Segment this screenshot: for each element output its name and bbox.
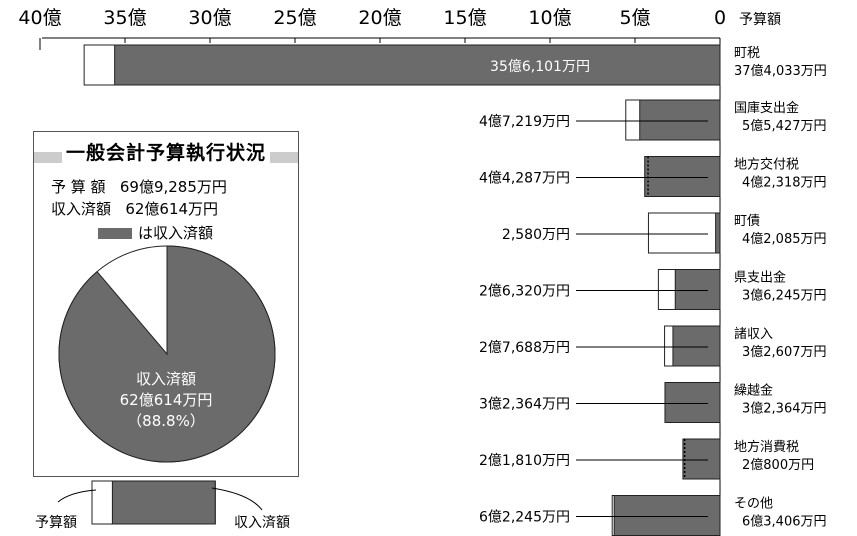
category-name: 諸収入 bbox=[734, 326, 773, 342]
category-name: 県支出金 bbox=[734, 270, 786, 286]
budget-amount: 3億6,245万円 bbox=[742, 288, 827, 304]
budget-amount: 5億5,427万円 bbox=[742, 118, 827, 134]
pie-budget-label: 予 算 額 bbox=[51, 178, 106, 196]
budget-amount: 4億2,318万円 bbox=[742, 175, 827, 191]
income-bar bbox=[674, 269, 721, 310]
x-tick-label: 30億 bbox=[188, 7, 231, 29]
budget-amount: 37億4,033万円 bbox=[734, 63, 827, 79]
pie-income-line: 収入済額 62億614万円 bbox=[51, 198, 218, 219]
income-amount: 2,580万円 bbox=[502, 227, 570, 243]
x-tick-label: 40億 bbox=[18, 7, 61, 29]
budget-bar bbox=[647, 212, 721, 254]
pie-center-percent: （88.8%） bbox=[127, 412, 205, 430]
pie-key: は収入済額 bbox=[98, 222, 213, 243]
legend-right-label: 収入済額 bbox=[234, 515, 290, 531]
category-name: 国庫支出金 bbox=[734, 100, 799, 116]
legend-right-pointer bbox=[211, 487, 263, 511]
income-amount: 4億7,219万円 bbox=[479, 114, 570, 130]
pie-chart bbox=[58, 245, 276, 463]
income-bar bbox=[639, 99, 721, 141]
pie-center-label: 収入済額 bbox=[135, 370, 196, 388]
legend-left-label: 予算額 bbox=[35, 515, 77, 531]
category-name: 繰越金 bbox=[734, 383, 773, 399]
income-bar bbox=[613, 495, 721, 536]
budget-amount: 2億800万円 bbox=[742, 457, 814, 473]
category-name: 地方消費税 bbox=[734, 439, 799, 455]
category-name: 地方交付税 bbox=[734, 157, 799, 173]
category-name: 町債 bbox=[734, 214, 760, 229]
x-tick-label: 10億 bbox=[528, 7, 571, 29]
income-amount: 6億2,245万円 bbox=[479, 510, 570, 526]
income-bar bbox=[672, 325, 721, 367]
pie-key-swatch bbox=[98, 228, 132, 239]
income-amount: 3億2,364万円 bbox=[479, 397, 570, 413]
budget-amount: 3億2,607万円 bbox=[742, 344, 827, 360]
pie-center-value: 62億614万円 bbox=[119, 391, 213, 409]
pie-key-text: は収入済額 bbox=[138, 224, 214, 242]
income-amount: 4億4,287万円 bbox=[479, 171, 570, 187]
x-tick-label: 35億 bbox=[103, 7, 146, 29]
x-tick-label: 5億 bbox=[619, 7, 650, 29]
pie-budget-line: 予 算 額 69億9,285万円 bbox=[51, 176, 227, 197]
bar-legend: 予算額 収入済額 bbox=[35, 480, 290, 531]
legend-income-bar bbox=[111, 480, 216, 525]
pie-slice-income bbox=[58, 245, 276, 463]
budget-amount: 4億2,085万円 bbox=[742, 231, 827, 247]
category-name: 町税 bbox=[734, 46, 760, 61]
x-axis-title: 予算額 bbox=[739, 12, 781, 28]
x-tick-label: 15億 bbox=[443, 7, 486, 29]
x-axis: 40億 35億 30億 25億 20億 15億 10億 5億 0 予算額 bbox=[18, 7, 781, 530]
income-bar bbox=[682, 438, 721, 480]
pie-title: 一般会計予算執行状況 bbox=[34, 138, 298, 165]
income-bar bbox=[664, 382, 721, 423]
x-tick-label: 25億 bbox=[273, 7, 316, 29]
pie-income-label: 収入済額 bbox=[51, 200, 112, 218]
pie-income-value: 62億614万円 bbox=[125, 200, 219, 218]
income-amount: 2億1,810万円 bbox=[479, 453, 570, 469]
pie-budget-value: 69億9,285万円 bbox=[119, 178, 227, 196]
income-amount: 35億6,101万円 bbox=[490, 59, 590, 75]
income-amount: 2億7,688万円 bbox=[479, 340, 570, 356]
budget-amount: 3億2,364万円 bbox=[742, 401, 827, 417]
x-tick-label: 20億 bbox=[358, 7, 401, 29]
category-name: その他 bbox=[734, 497, 773, 512]
bars bbox=[83, 44, 721, 536]
pie-panel: 一般会計予算執行状況 予 算 額 69億9,285万円 収入済額 62億614万… bbox=[33, 131, 299, 477]
income-bar bbox=[644, 156, 721, 197]
income-bar bbox=[715, 212, 721, 254]
x-tick-label: 0 bbox=[714, 7, 726, 29]
legend-left-pointer bbox=[57, 489, 97, 503]
income-amount: 2億6,320万円 bbox=[479, 284, 570, 300]
income-bar bbox=[114, 44, 721, 86]
budget-amount: 6億3,406万円 bbox=[742, 514, 827, 530]
